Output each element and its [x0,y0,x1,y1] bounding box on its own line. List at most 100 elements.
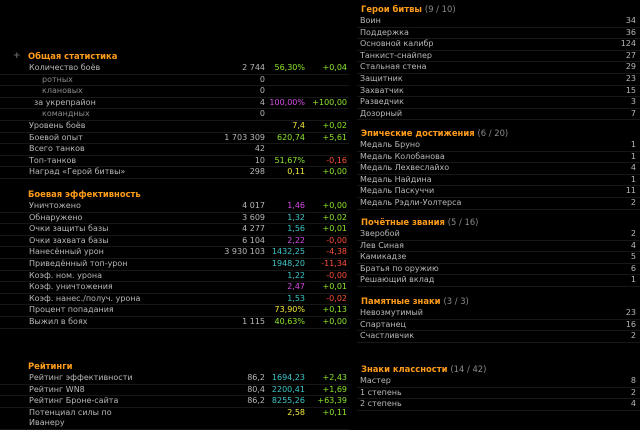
stat-ratio: 1,56 [287,224,305,234]
stat-delta: -0,00 [326,270,347,280]
award-label: Мастер [360,376,391,385]
section-title: Памятные знаки (3 / 3) [357,295,640,308]
award-label: Разведчик [360,97,404,107]
award-label: Стальная стена [360,62,427,72]
award-row: Медаль Паскуччи 11 [357,186,640,198]
award-label: Медаль Паскуччи [360,186,435,196]
award-count: 4 [630,240,636,250]
award-label: Братья по оружию [360,263,439,273]
stat-row: Выжил в боях 1 115 40,63% +0,00 [0,317,349,329]
award-label: Решающий вклад [360,275,435,285]
stat-delta: +0,02 [322,212,347,222]
stat-value: 0 [259,86,265,96]
stat-ratio: 40,63% [274,316,305,326]
award-label: Основной калибр [360,39,434,49]
stat-value: 3 609 [242,212,265,222]
award-label: Поддержка [360,27,409,37]
stat-row: Рейтинг эффективности 86,2 1694,23 +2,43 [0,373,349,385]
stat-label: Очки захвата базы [29,235,109,245]
stat-ratio: 56,30% [274,63,305,72]
stat-label: Процент попадания [29,305,114,315]
stat-row: Очки защиты базы 4 277 1,56 +0,01 [0,224,349,236]
award-count: 1 [630,140,636,149]
award-label: Счастливчик [360,331,415,341]
stat-row: Нанесённый урон 3 930 103 1432,25 -4,38 [0,247,349,259]
award-row: Разведчик 3 [357,97,640,109]
stat-delta: -0,16 [326,155,347,165]
stat-value: 1 115 [242,316,265,326]
stat-row: Уровень боёв 7,4 +0,02 [0,121,349,133]
awards-section: Знаки классности (14 / 42) Мастер 8 1 степе… [357,363,640,411]
stats-section: Общая статистика + Количество боёв 2 744 56,… [0,50,349,179]
stat-value: 42 [254,144,265,154]
stat-delta: -0,00 [326,235,347,245]
award-row: Дозорный 7 [357,109,640,121]
stat-delta: -0,02 [326,293,347,303]
stat-ratio: 8255,26 [271,396,305,406]
stat-ratio: 2200,41 [271,384,305,394]
stat-row: командных 0 [0,109,349,121]
section-title-text: Почётные звания [361,217,445,227]
stat-value: 0 [259,109,265,119]
stat-row: Уничтожено 4 017 1,46 +0,00 [0,201,349,213]
stat-label: Рейтинг WN8 [29,384,85,394]
stat-row: Топ-танков 10 51,67% -0,16 [0,156,349,168]
stat-ratio: 1694,23 [271,373,305,382]
stat-row: Процент попадания 73,90% +0,13 [0,305,349,317]
stat-ratio: 73,90% [274,305,305,315]
stat-row: клановых 0 [0,86,349,98]
stat-delta: +0,00 [322,316,347,326]
stat-value: 0 [259,74,265,84]
award-row: Решающий вклад 1 [357,275,640,287]
stat-row: Приведённый топ-урон 1948,20 -11,34 [0,259,349,271]
award-label: Защитник [360,73,403,83]
stat-label: командных [42,109,90,119]
award-count: 124 [620,39,636,49]
stat-label: Рейтинг Броне-сайта [29,396,119,406]
stat-label: Приведённый топ-урон [29,258,128,268]
stat-row: Наград «Герой битвы» 298 0,11 +0,00 [0,167,349,179]
stat-label: Коэф. нанес./получ. урона [29,293,141,303]
stats-section: Боевая эффективность Уничтожено 4 017 1,46 +… [0,188,349,329]
award-row: 2 степень 4 [357,399,640,411]
stat-value: 86,2 [247,396,265,406]
award-row: Стальная стена 29 [357,62,640,74]
award-label: 1 степень [360,387,402,397]
award-label: Танкист-снайпер [360,50,432,60]
stat-row: Количество боёв 2 744 56,30% +0,04 [0,63,349,75]
section-title: Боевая эффективность [28,189,141,199]
award-row: Спартанец 16 [357,320,640,332]
stat-row: Рейтинг Броне-сайта 86,2 8255,26 +63,39 [0,396,349,408]
section-count: (14 / 42) [450,364,487,374]
award-row: Медаль Лехвеслайхо 4 [357,163,640,175]
section-title-text: Знаки классности [361,364,448,374]
stat-ratio: 2,58 [287,407,305,417]
award-count: 11 [625,186,636,196]
award-count: 2 [630,197,636,207]
award-row: Медаль Бруно 1 [357,140,640,152]
stat-value: 4 [259,97,265,107]
stat-delta: +0,11 [322,407,347,417]
awards-section: Памятные знаки (3 / 3) Невозмутимый 23 Спар… [357,295,640,343]
award-count: 6 [630,263,636,273]
stat-label: Обнаружено [29,212,83,222]
award-count: 2 [630,331,636,341]
stat-label: Коэф. ном. урона [29,270,102,280]
award-label: Медаль Бруно [360,140,421,149]
award-row: Мастер 8 [357,376,640,388]
award-count: 1 [630,174,636,184]
stat-delta: -4,38 [326,247,347,257]
stat-label: за укрепрайон [34,97,96,107]
award-label: Медаль Найдина [360,174,432,184]
stat-delta: +100,00 [312,97,347,107]
award-row: Поддержка 36 [357,28,640,40]
expand-icon[interactable]: + [13,51,21,61]
stat-row: Обнаружено 3 609 1,32 +0,02 [0,213,349,225]
award-row: 1 степень 2 [357,388,640,400]
stat-label-line2: Иванеру [29,417,65,427]
award-row: Счастливчик 2 [357,331,640,343]
stat-row: Коэф. уничтожения 2,47 +0,01 [0,282,349,294]
stat-label: Нанесённый урон [29,247,104,257]
stat-value: 4 017 [242,201,265,210]
stat-delta: +0,02 [322,120,347,130]
